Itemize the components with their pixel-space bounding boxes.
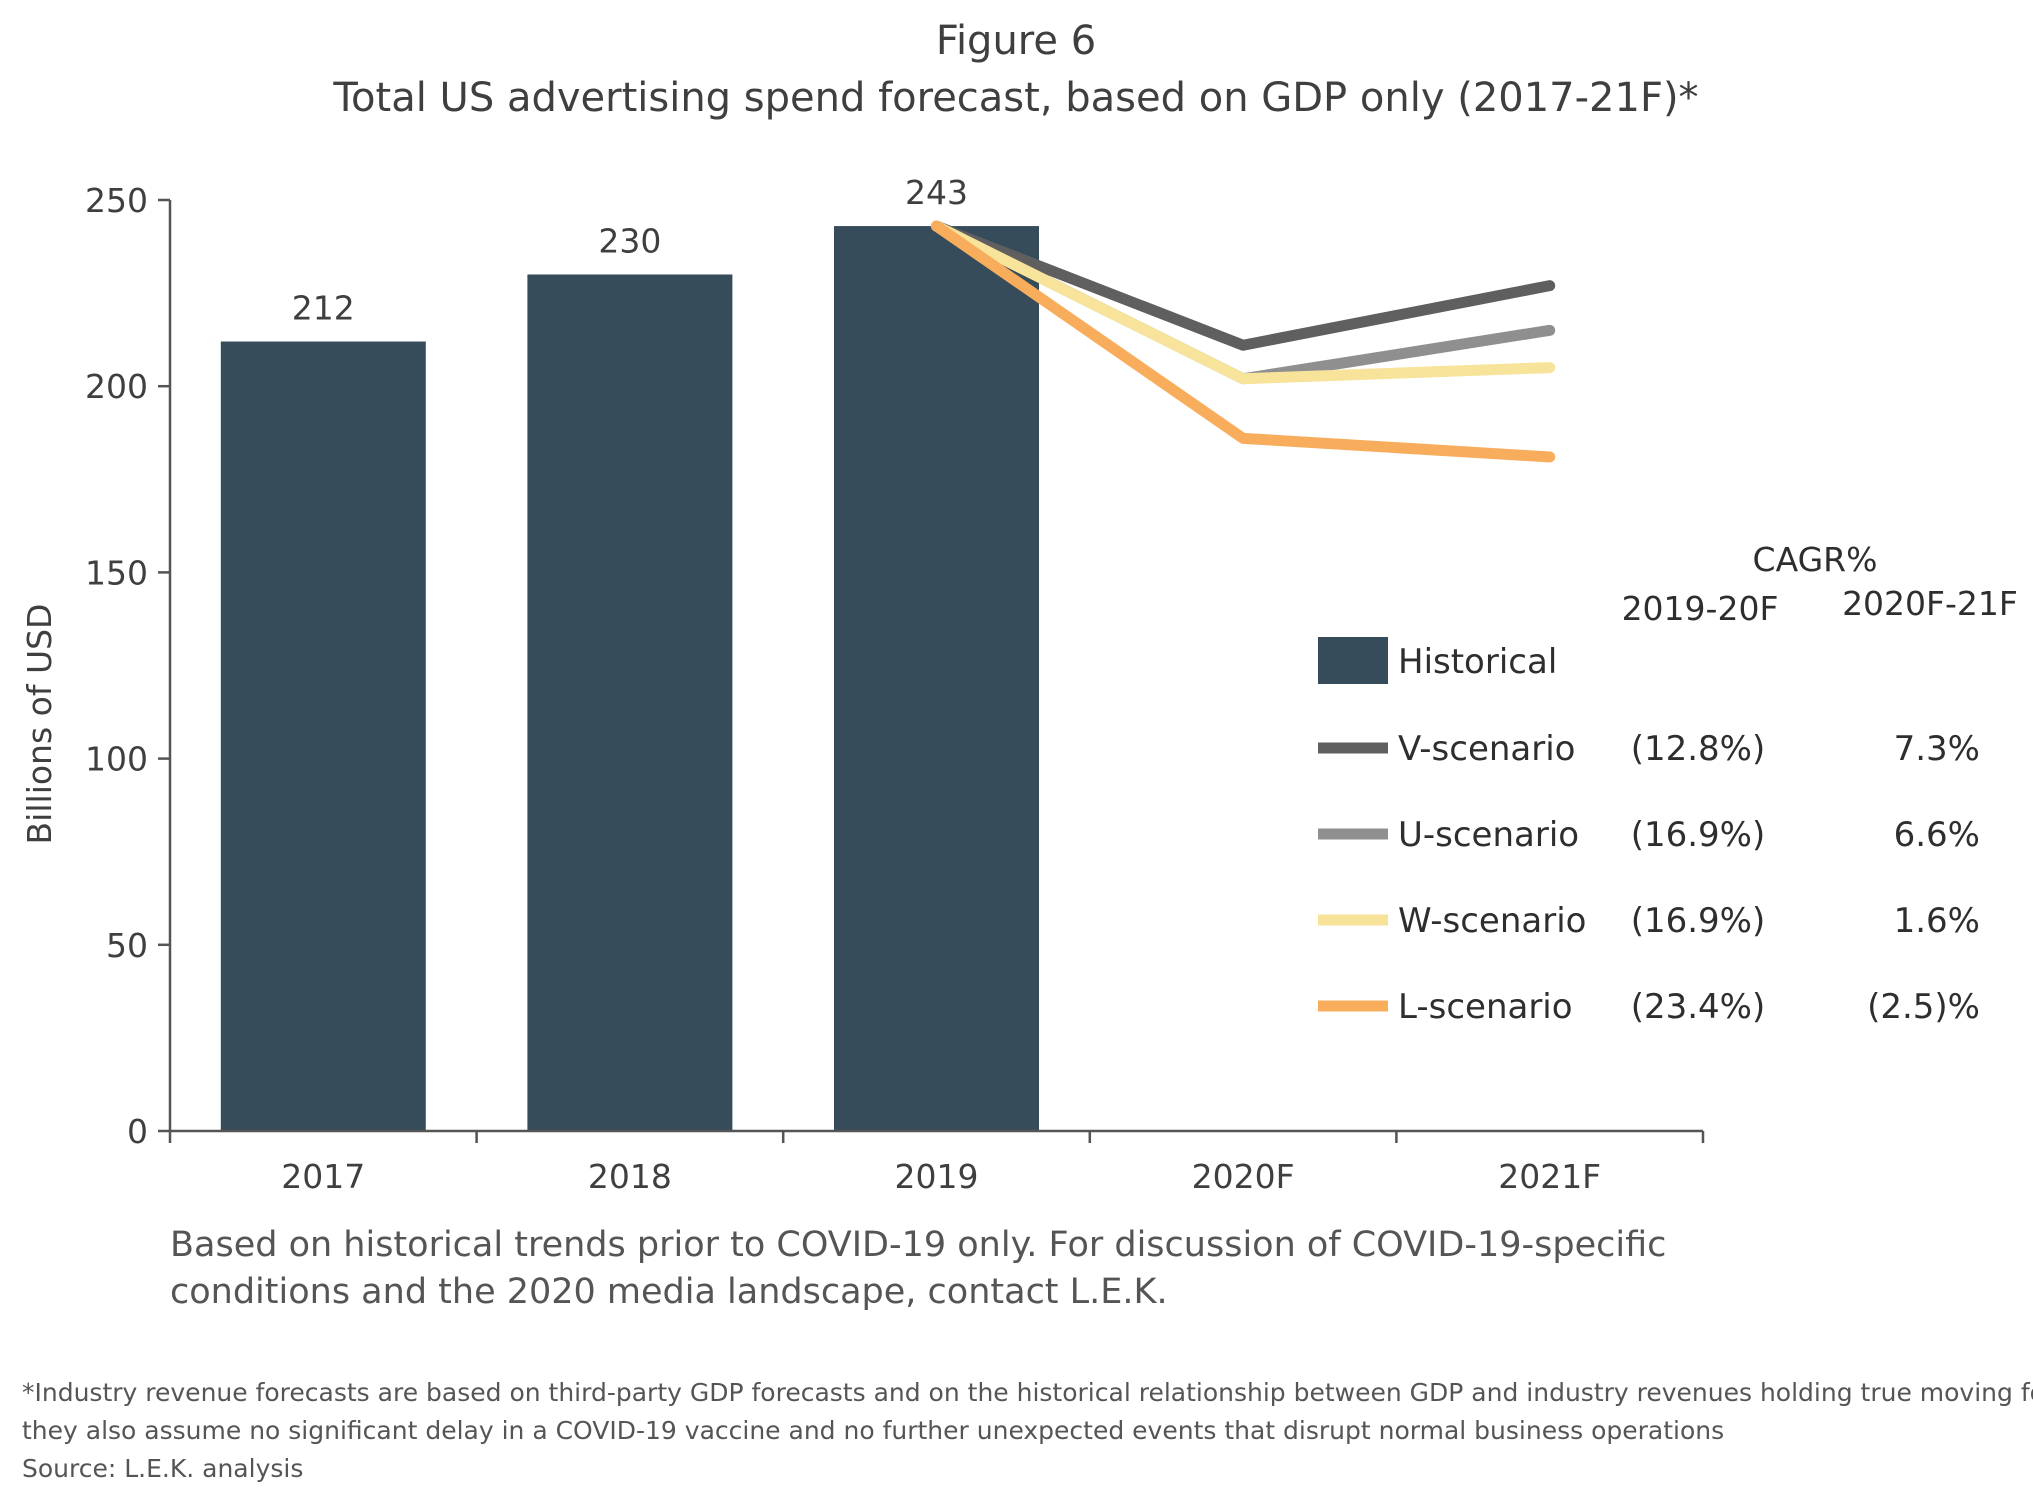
legend-cagr-2019-20f: (16.9%) [1631,901,1766,941]
legend-label-u-scenario: U-scenario [1398,815,1579,855]
x-tick-label: 2018 [588,1157,672,1196]
y-tick-label: 50 [106,926,148,965]
legend-label-historical: Historical [1398,642,1557,682]
bar-2019 [834,226,1039,1131]
legend: CAGR% 2019-20F 2020F-21F Historical V-scenar… [1318,540,2018,1027]
series-line-w-scenario [931,220,1556,385]
footnote: *Industry revenue forecasts are based on… [22,1374,2033,1488]
bar-2017 [220,341,426,1132]
legend-cagr-2020f-21f: (2.5)% [1867,987,1980,1027]
chart-note: Based on historical trends prior to COVI… [170,1222,1670,1316]
y-tick-label: 100 [85,740,148,779]
y-tick-label: 150 [85,553,148,592]
legend-cagr-2020f-21f: 6.6% [1894,815,1980,855]
footnote-line-2: they also assume no significant delay in… [22,1416,1725,1445]
chart-title: Figure 6 [936,18,1096,64]
legend-swatch-historical [1318,637,1388,684]
legend-cagr-2019-20f: (16.9%) [1631,815,1766,855]
series-line-l-scenario [931,220,1556,463]
legend-cagr-2020f-21f: 1.6% [1894,901,1980,941]
legend-label-l-scenario: L-scenario [1398,987,1573,1027]
x-tick-label: 2020F [1192,1157,1295,1196]
legend-label-w-scenario: W-scenario [1398,901,1586,941]
y-tick-label: 0 [127,1112,148,1151]
x-tick-label: 2021F [1498,1157,1601,1196]
y-tick-label: 250 [85,181,148,220]
legend-cagr-2019-20f: (12.8%) [1631,729,1766,769]
legend-cagr-header: CAGR% [1753,540,1878,579]
chart-note-line-1: Based on historical trends prior to COVI… [170,1225,1667,1265]
y-tick-label: 200 [85,367,148,406]
legend-cagr-2019-20f: (23.4%) [1631,987,1766,1027]
x-tick-label: 2019 [895,1157,979,1196]
bar-2018 [527,274,733,1132]
x-tick-label: 2017 [281,1157,365,1196]
footnote-line-1: *Industry revenue forecasts are based on… [22,1378,2033,1407]
bar-label-2018: 230 [598,221,661,260]
legend-col2-header: 2020F-21F [1842,584,2018,623]
bar-label-2019: 243 [905,173,968,212]
chart-note-line-2: conditions and the 2020 media landscape,… [170,1272,1168,1312]
legend-col1-header: 2019-20F [1622,589,1779,628]
source-line: Source: L.E.K. analysis [22,1454,304,1483]
y-axis-label: Billions of USD [20,604,59,845]
chart-subtitle: Total US advertising spend forecast, bas… [332,75,1698,121]
plot-area: 0 50 100 150 200 250 212 230 243 2017 2018 2019 2020… [85,173,1705,1196]
series-line-v-scenario [931,220,1556,351]
legend-label-v-scenario: V-scenario [1398,729,1575,769]
bar-label-2017: 212 [292,289,355,328]
legend-cagr-2020f-21f: 7.3% [1894,729,1980,769]
